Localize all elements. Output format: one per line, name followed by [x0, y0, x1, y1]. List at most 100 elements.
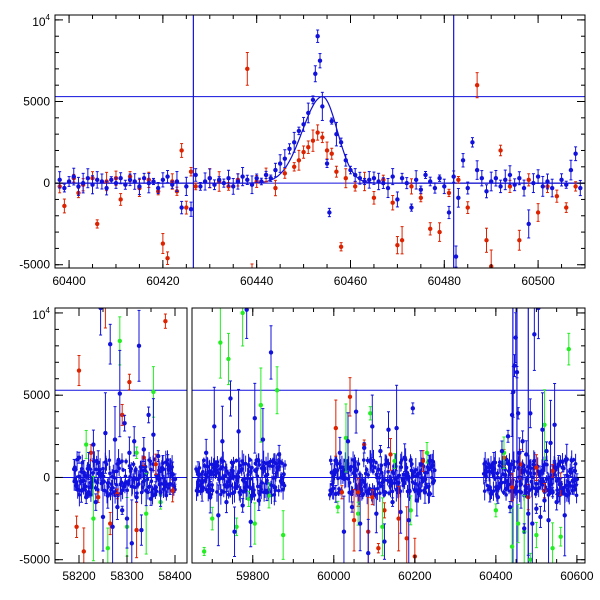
- x-tick-label: 60420: [146, 274, 180, 288]
- blue-noise-point: [532, 459, 537, 463]
- blue-noise-point: [242, 477, 247, 481]
- blue-data-point: [90, 182, 95, 187]
- blue-data-point: [568, 470, 574, 475]
- blue-data-point: [277, 161, 283, 166]
- blue-data-point: [136, 343, 142, 349]
- blue-noise-point: [257, 462, 262, 467]
- blue-noise-point: [355, 468, 359, 473]
- red-data-point: [301, 149, 306, 155]
- green-data-point: [117, 338, 123, 344]
- blue-data-point: [381, 180, 386, 186]
- red-data-point: [163, 318, 168, 324]
- blue-data-point: [453, 254, 459, 259]
- blue-data-point: [345, 439, 351, 444]
- blue-noise-point: [255, 474, 260, 478]
- blue-data-point: [512, 363, 517, 368]
- blue-noise-point: [560, 459, 565, 464]
- green-data-point: [368, 411, 373, 416]
- blue-data-point: [172, 476, 178, 482]
- blue-data-point: [515, 411, 521, 416]
- blue-noise-point: [364, 467, 369, 472]
- blue-data-point: [273, 167, 278, 173]
- blue-noise-point: [129, 466, 134, 471]
- blue-data-point: [390, 174, 395, 179]
- red-data-point: [474, 82, 480, 88]
- blue-noise-point: [533, 492, 538, 496]
- blue-data-point: [260, 437, 266, 442]
- blue-data-point: [526, 511, 531, 516]
- blue-data-point: [62, 185, 67, 191]
- blue-data-point: [402, 455, 407, 460]
- blue-data-point: [507, 504, 513, 510]
- blue-noise-point: [107, 458, 112, 462]
- blue-noise-point: [225, 480, 230, 484]
- red-data-point: [118, 197, 123, 202]
- green-data-point: [144, 511, 149, 516]
- blue-data-point: [282, 156, 288, 161]
- red-data-point: [526, 177, 531, 183]
- blue-data-point: [374, 511, 379, 516]
- blue-data-point: [549, 185, 555, 191]
- blue-data-point: [100, 514, 106, 520]
- blue-noise-point: [573, 461, 578, 466]
- blue-data-point: [414, 498, 420, 503]
- blue-data-point: [437, 176, 442, 181]
- green-data-point: [218, 340, 223, 345]
- blue-data-point: [240, 503, 245, 508]
- red-data-point: [437, 229, 442, 235]
- blue-noise-point: [121, 468, 125, 472]
- blue-noise-point: [243, 461, 248, 466]
- red-data-point: [339, 490, 345, 495]
- blue-noise-point: [356, 462, 361, 466]
- x-tick-label: 60400: [52, 274, 86, 288]
- blue-noise-point: [412, 470, 416, 475]
- blue-data-point: [470, 140, 475, 145]
- y-tick-label: 104: [32, 306, 50, 322]
- blue-noise-point: [112, 476, 117, 480]
- red-data-point: [296, 158, 302, 163]
- blue-data-point: [422, 490, 428, 495]
- blue-data-point: [317, 58, 323, 63]
- blue-data-point: [244, 308, 249, 312]
- blue-data-point: [127, 177, 133, 183]
- blue-data-point: [514, 369, 520, 375]
- y-tick-label: 5000: [23, 388, 50, 402]
- blue-data-point: [524, 452, 529, 457]
- blue-data-point: [310, 97, 316, 103]
- blue-noise-point: [260, 481, 264, 485]
- red-data-point: [134, 527, 139, 533]
- blue-noise-point: [482, 489, 487, 493]
- green-data-point: [201, 549, 207, 554]
- blue-data-point: [520, 439, 525, 444]
- blue-data-point: [503, 177, 508, 183]
- x-tick-label: 60200: [398, 569, 432, 583]
- blue-noise-point: [91, 471, 96, 475]
- blue-data-point: [324, 161, 330, 166]
- blue-data-point: [493, 176, 499, 181]
- blue-data-point: [129, 541, 134, 546]
- bottom-plot-segment: [192, 308, 585, 563]
- blue-data-point: [503, 486, 509, 492]
- blue-data-point: [160, 467, 166, 472]
- red-data-point: [315, 130, 320, 135]
- green-data-point: [408, 508, 413, 513]
- blue-data-point: [556, 462, 561, 467]
- blue-data-point: [479, 176, 485, 181]
- red-data-point: [184, 205, 189, 210]
- blue-noise-point: [377, 476, 382, 480]
- red-data-point: [96, 494, 101, 500]
- blue-noise-point: [120, 459, 124, 464]
- blue-data-point: [370, 424, 375, 429]
- blue-data-point: [564, 457, 569, 462]
- green-data-point: [226, 356, 231, 362]
- blue-data-point: [170, 182, 175, 187]
- blue-data-point: [110, 524, 115, 530]
- blue-noise-point: [383, 490, 388, 495]
- red-data-point: [245, 66, 250, 72]
- blue-noise-point: [532, 471, 537, 476]
- blue-data-point: [550, 490, 555, 495]
- red-data-point: [153, 462, 158, 467]
- blue-noise-point: [336, 476, 340, 481]
- red-data-point: [564, 205, 569, 210]
